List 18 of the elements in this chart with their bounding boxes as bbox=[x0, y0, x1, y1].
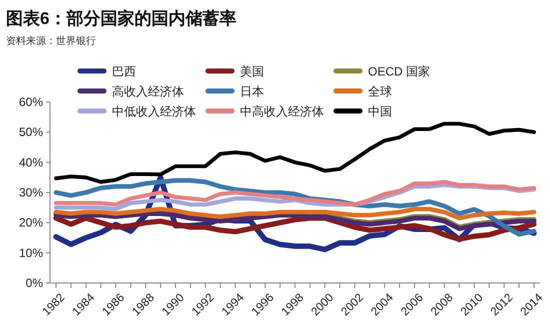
legend-label: 美国 bbox=[240, 64, 264, 78]
y-tick-label: 50% bbox=[18, 125, 44, 140]
legend-label: 高收入经济体 bbox=[112, 84, 184, 98]
y-tick-label: 20% bbox=[18, 216, 44, 230]
y-tick-label: 10% bbox=[18, 246, 44, 260]
legend-label: 中国 bbox=[368, 104, 392, 118]
legend-label: 日本 bbox=[240, 84, 264, 98]
y-tick-label: 40% bbox=[18, 155, 44, 170]
text: 资料来源：世界银行 bbox=[6, 35, 96, 47]
legend-label: 巴西 bbox=[112, 64, 136, 78]
legend-label: OECD 国家 bbox=[368, 64, 430, 78]
y-tick-label: 60% bbox=[18, 95, 44, 109]
title: 图表6：部分国家的国内储蓄率 bbox=[6, 9, 236, 28]
legend-label: 中高收入经济体 bbox=[240, 104, 324, 118]
y-tick-label: 30% bbox=[18, 186, 44, 200]
legend-label: 全球 bbox=[368, 84, 392, 98]
y-tick-label: 0% bbox=[26, 276, 44, 290]
legend-label: 中低收入经济体 bbox=[112, 104, 196, 118]
